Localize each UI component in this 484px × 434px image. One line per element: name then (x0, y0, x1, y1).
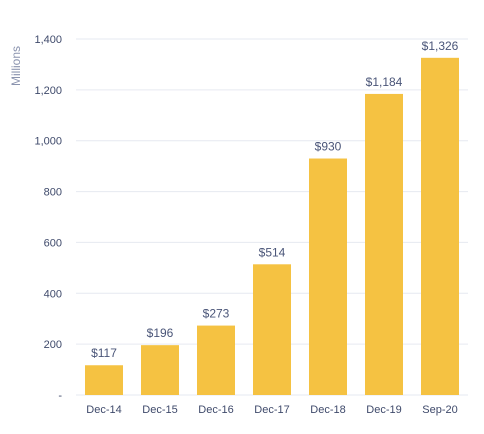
data-label: $930 (315, 140, 342, 154)
bar-dec-14 (85, 365, 123, 395)
data-label: $1,326 (422, 39, 459, 53)
bar-dec-18 (309, 158, 347, 395)
x-tick-label: Sep-20 (422, 404, 457, 416)
data-label: $514 (259, 245, 286, 259)
bar-sep-20 (421, 57, 459, 396)
x-axis-ticks: Dec-14 Dec-15 Dec-16 Dec-17 Dec-18 Dec-19 Sep-… (86, 404, 457, 416)
bar-dec-15 (141, 345, 179, 395)
y-tick-label: 600 (44, 237, 62, 249)
y-axis-label: Millions (9, 46, 23, 86)
y-tick-label: 800 (44, 187, 62, 199)
bars (85, 57, 459, 396)
y-tick-label: 400 (44, 288, 62, 300)
x-tick-label: Dec-16 (198, 404, 233, 416)
bar-dec-17 (253, 264, 291, 395)
bar-dec-16 (197, 325, 235, 395)
data-label: $117 (91, 346, 117, 360)
data-label: $196 (147, 326, 174, 340)
data-label: $273 (203, 307, 230, 321)
data-label: $1,184 (366, 75, 403, 89)
y-tick-label: - (58, 390, 62, 402)
x-tick-label: Dec-17 (254, 404, 289, 416)
x-tick-label: Dec-15 (142, 404, 177, 416)
data-labels: $117 $196 $273 $514 $930 $1,184 $1,326 (91, 39, 459, 360)
y-axis-ticks: - 200 400 600 800 1,000 1,200 1,400 (34, 34, 62, 402)
y-tick-label: 200 (44, 339, 62, 351)
x-tick-label: Dec-19 (366, 404, 401, 416)
y-tick-label: 1,200 (34, 85, 62, 97)
y-tick-label: 1,400 (34, 34, 62, 46)
x-tick-label: Dec-18 (310, 404, 345, 416)
y-tick-label: 1,000 (34, 136, 62, 148)
x-tick-label: Dec-14 (86, 404, 121, 416)
bar-dec-19 (365, 93, 403, 395)
